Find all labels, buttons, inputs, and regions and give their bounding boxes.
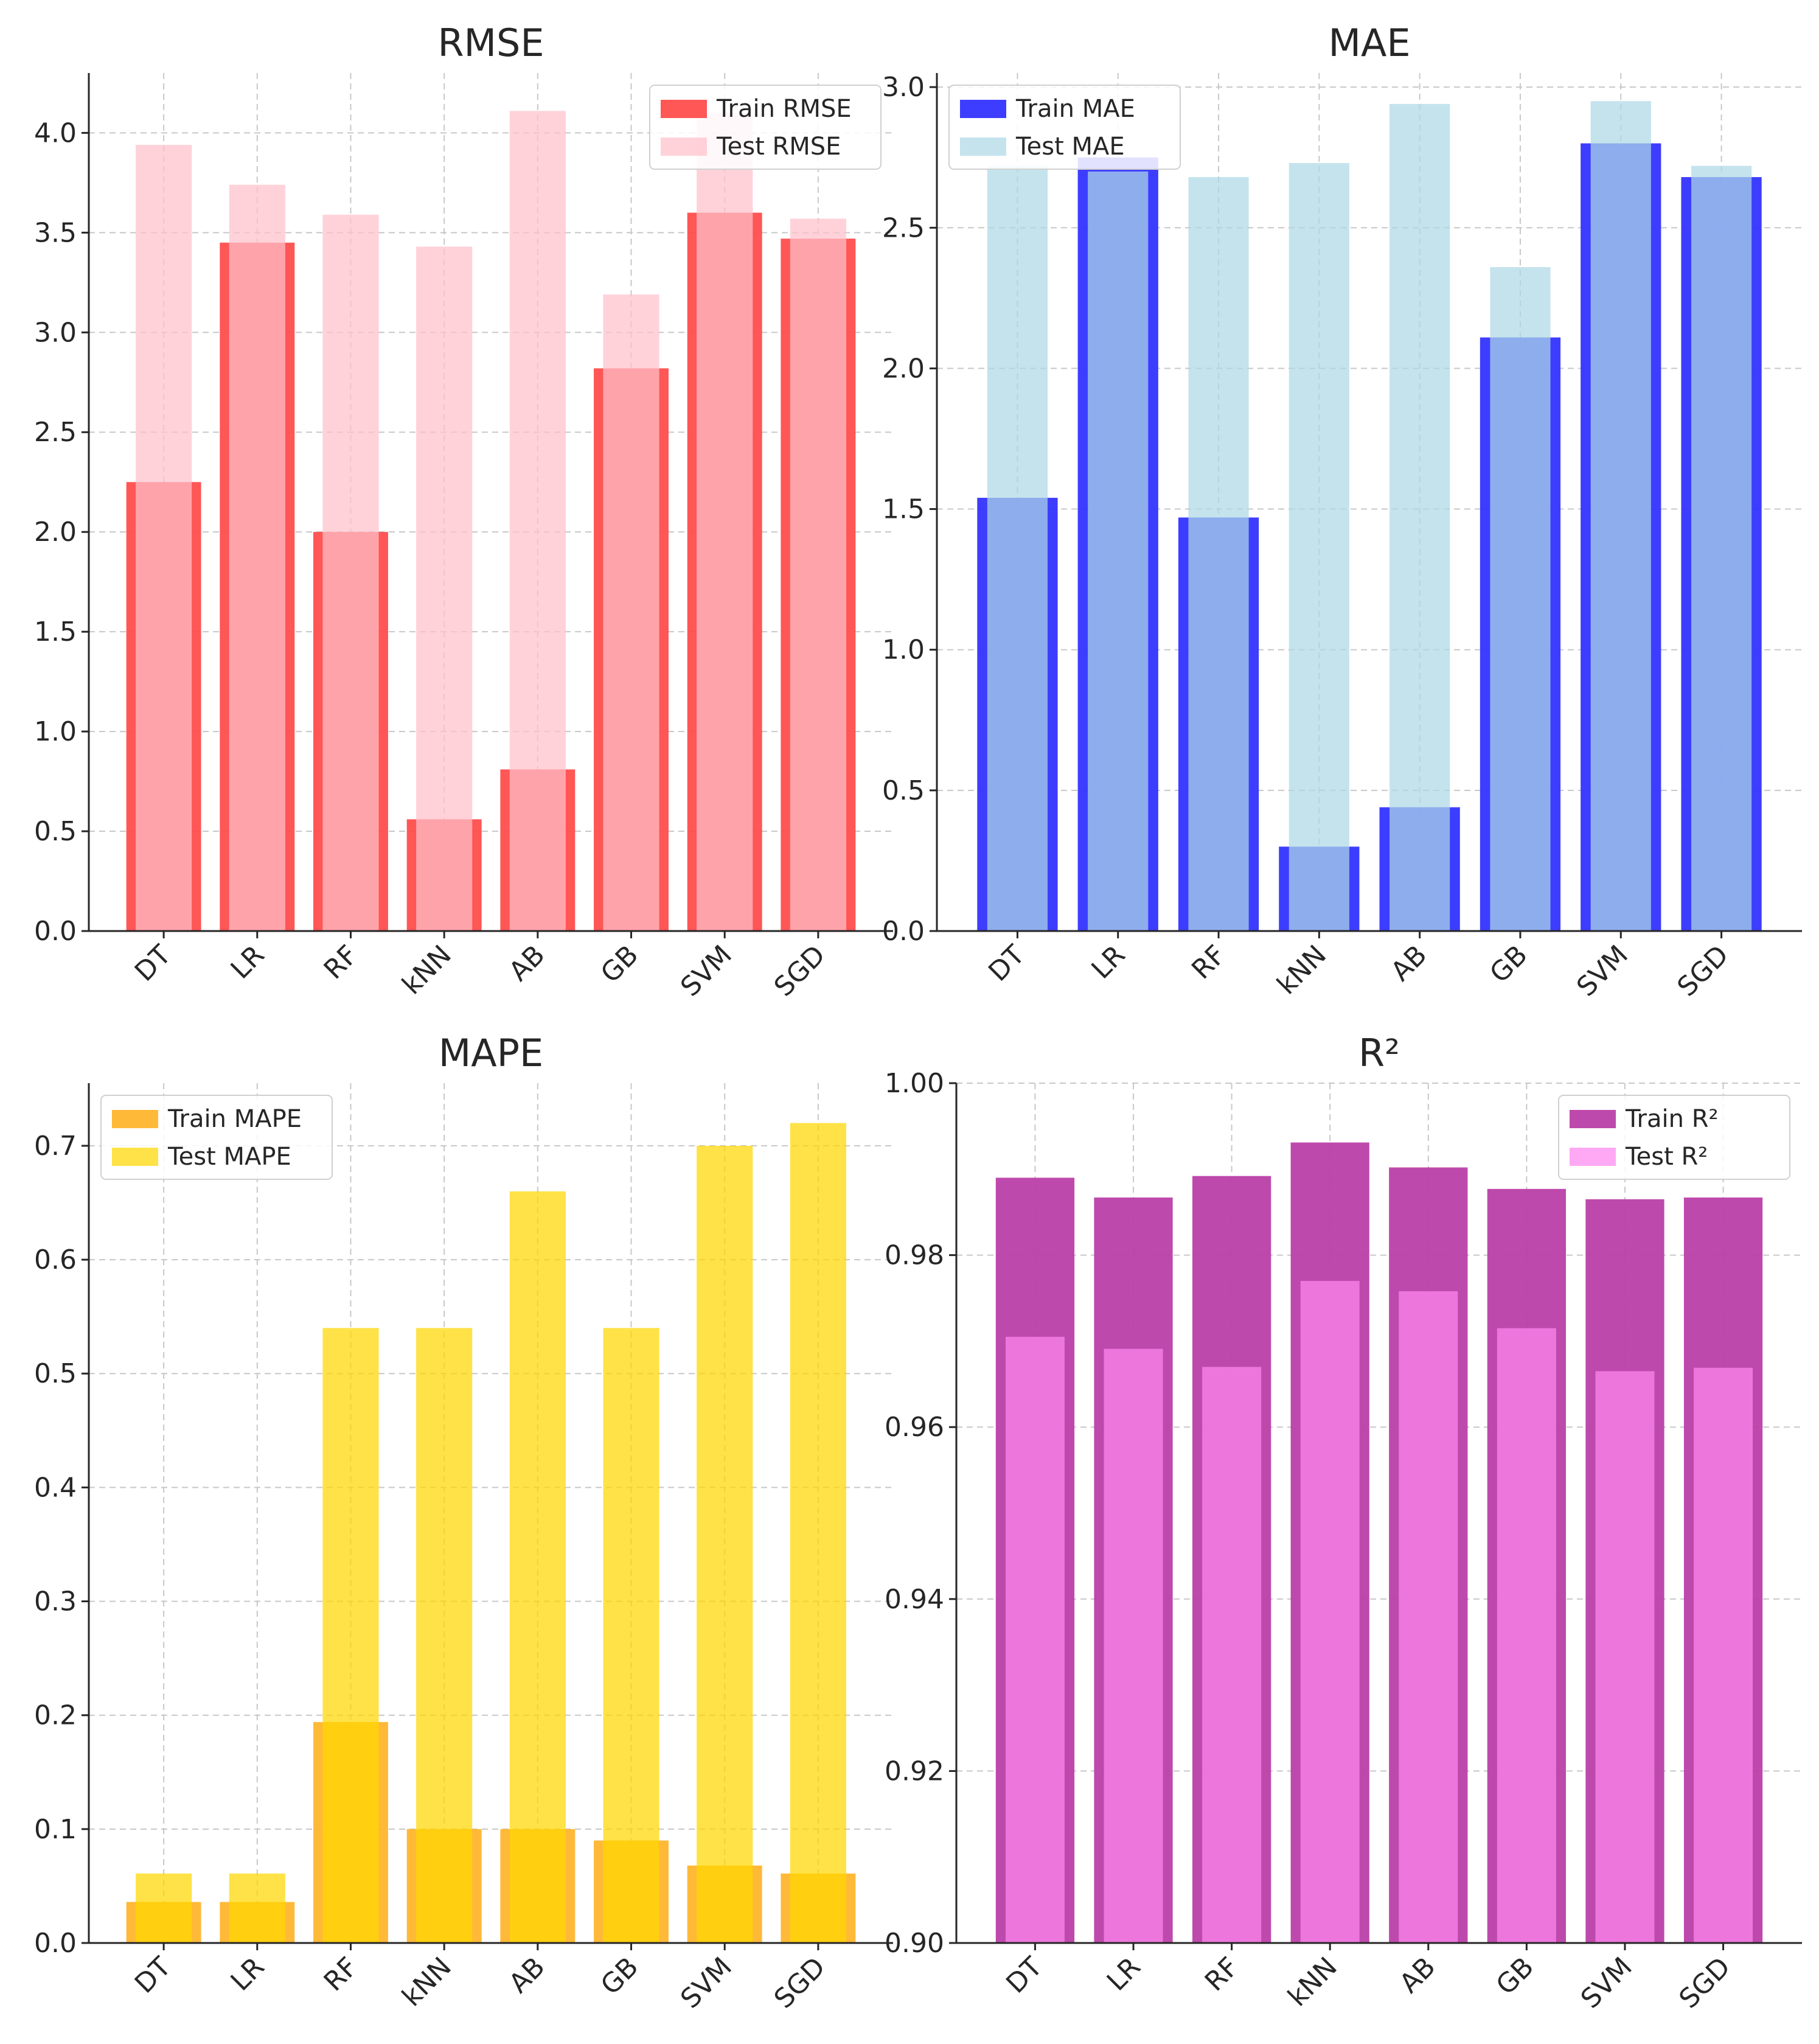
bar-test-lr: [1088, 171, 1149, 932]
bar-test-gb: [1490, 267, 1551, 931]
legend-label-train: Train RMSE: [716, 95, 852, 123]
legend: Train R² Test R²: [1558, 1095, 1790, 1180]
y-tick-label: 3.0: [882, 72, 925, 103]
y-tick-label: 0.2: [34, 1700, 77, 1731]
legend: Train MAE Test MAE: [948, 85, 1181, 170]
y-tick-label: 0.3: [34, 1586, 77, 1617]
legend-swatch-train: [112, 1110, 158, 1128]
legend: Train RMSE Test RMSE: [649, 85, 882, 170]
bar-test-dt: [987, 166, 1048, 931]
bar-test-dt: [136, 1873, 192, 1943]
y-tick-label: 1.5: [34, 616, 77, 647]
bar-test-knn: [416, 246, 473, 932]
bar-test-ab: [509, 111, 566, 931]
bar-test-gb: [603, 294, 659, 931]
y-tick-label: 0.96: [885, 1412, 944, 1443]
panel-title: R²: [1358, 1031, 1400, 1075]
legend-swatch-test: [112, 1148, 158, 1166]
legend-label-train: Train R²: [1625, 1105, 1719, 1133]
bar-test-dt: [136, 145, 192, 931]
bar-test-rf: [322, 214, 379, 931]
legend-swatch-test: [661, 138, 707, 156]
bar-test-svm: [697, 113, 753, 931]
bar-test-rf: [1202, 1367, 1262, 1943]
y-tick-label: 0.0: [882, 916, 925, 947]
bar-test-knn: [1289, 162, 1349, 931]
legend-label-train: Train MAPE: [167, 1105, 302, 1133]
bar-test-lr: [1104, 1348, 1163, 1943]
bar-test-gb: [603, 1328, 659, 1943]
panel-title: MAPE: [439, 1031, 543, 1075]
bar-test-rf: [322, 1328, 379, 1943]
legend-box: [1558, 1095, 1790, 1180]
legend: Train MAPE Test MAPE: [100, 1095, 333, 1180]
legend-swatch-test: [960, 138, 1006, 156]
legend-swatch-train: [960, 100, 1006, 118]
y-tick-label: 0.4: [34, 1472, 77, 1503]
panel-rmse: 0.00.51.01.52.02.53.03.54.0DT LR RF kNN AB GB…: [34, 21, 893, 1003]
bar-test-sgd: [1691, 166, 1752, 931]
panel-title: RMSE: [437, 21, 544, 65]
panel-title: MAE: [1328, 21, 1410, 65]
y-tick-label: 0.90: [885, 1928, 944, 1959]
y-tick-label: 1.0: [882, 635, 925, 666]
y-tick-label: 0.5: [882, 775, 925, 806]
bar-test-ab: [1389, 103, 1450, 932]
legend-label-train: Train MAE: [1015, 95, 1135, 123]
legend-box: [948, 85, 1181, 170]
y-tick-label: 0.98: [885, 1240, 944, 1271]
bar-test-sgd: [790, 218, 846, 932]
y-tick-label: 1.0: [34, 716, 77, 747]
y-tick-label: 1.5: [882, 494, 925, 525]
bar-test-svm: [697, 1145, 753, 1943]
panel-mape: 0.00.10.20.30.40.50.60.7DT LR RF kNN AB GB SVM…: [34, 1031, 893, 2015]
bar-test-svm: [1595, 1371, 1655, 1943]
y-tick-label: 0.0: [34, 916, 77, 947]
y-tick-label: 3.0: [34, 317, 77, 348]
legend-label-test: Test MAPE: [167, 1143, 291, 1171]
legend-swatch-test: [1570, 1148, 1616, 1166]
y-tick-label: 0.0: [34, 1928, 77, 1959]
legend-swatch-train: [1570, 1110, 1616, 1128]
y-tick-label: 0.94: [885, 1584, 944, 1615]
bar-test-sgd: [790, 1123, 846, 1943]
bar-test-sgd: [1694, 1367, 1753, 1943]
bar-test-knn: [416, 1328, 473, 1943]
y-tick-label: 2.0: [34, 517, 77, 548]
bar-test-ab: [509, 1191, 566, 1943]
legend-label-test: Test RMSE: [716, 133, 841, 161]
panel-mae: 0.00.51.01.52.02.53.0DT LR RF kNN AB GB SVM SGD…: [882, 21, 1802, 1003]
legend-box: [649, 85, 882, 170]
bar-test-svm: [1590, 101, 1651, 932]
bar-test-knn: [1300, 1280, 1360, 1943]
y-tick-label: 4.0: [34, 117, 77, 148]
legend-swatch-train: [661, 100, 707, 118]
y-tick-label: 2.0: [882, 353, 925, 384]
bar-test-gb: [1497, 1328, 1556, 1943]
y-tick-label: 1.00: [885, 1068, 944, 1099]
y-tick-label: 0.7: [34, 1131, 77, 1162]
bar-test-lr: [229, 184, 285, 931]
legend-label-test: Test MAE: [1015, 133, 1125, 161]
bar-test-rf: [1188, 177, 1249, 931]
legend-label-test: Test R²: [1625, 1143, 1708, 1171]
y-tick-label: 0.1: [34, 1814, 77, 1845]
bar-test-ab: [1399, 1291, 1458, 1943]
y-tick-label: 0.92: [885, 1756, 944, 1787]
y-tick-label: 2.5: [34, 417, 77, 448]
legend-box: [100, 1095, 333, 1180]
y-tick-label: 0.6: [34, 1244, 77, 1275]
bar-test-dt: [1005, 1336, 1065, 1943]
y-tick-label: 2.5: [882, 212, 925, 243]
panels: 0.00.51.01.52.02.53.03.54.0DT LR RF kNN AB GB…: [34, 21, 1802, 2015]
y-tick-label: 3.5: [34, 217, 77, 248]
y-tick-label: 0.5: [34, 1358, 77, 1389]
y-tick-label: 0.5: [34, 816, 77, 847]
bar-test-lr: [229, 1873, 285, 1943]
